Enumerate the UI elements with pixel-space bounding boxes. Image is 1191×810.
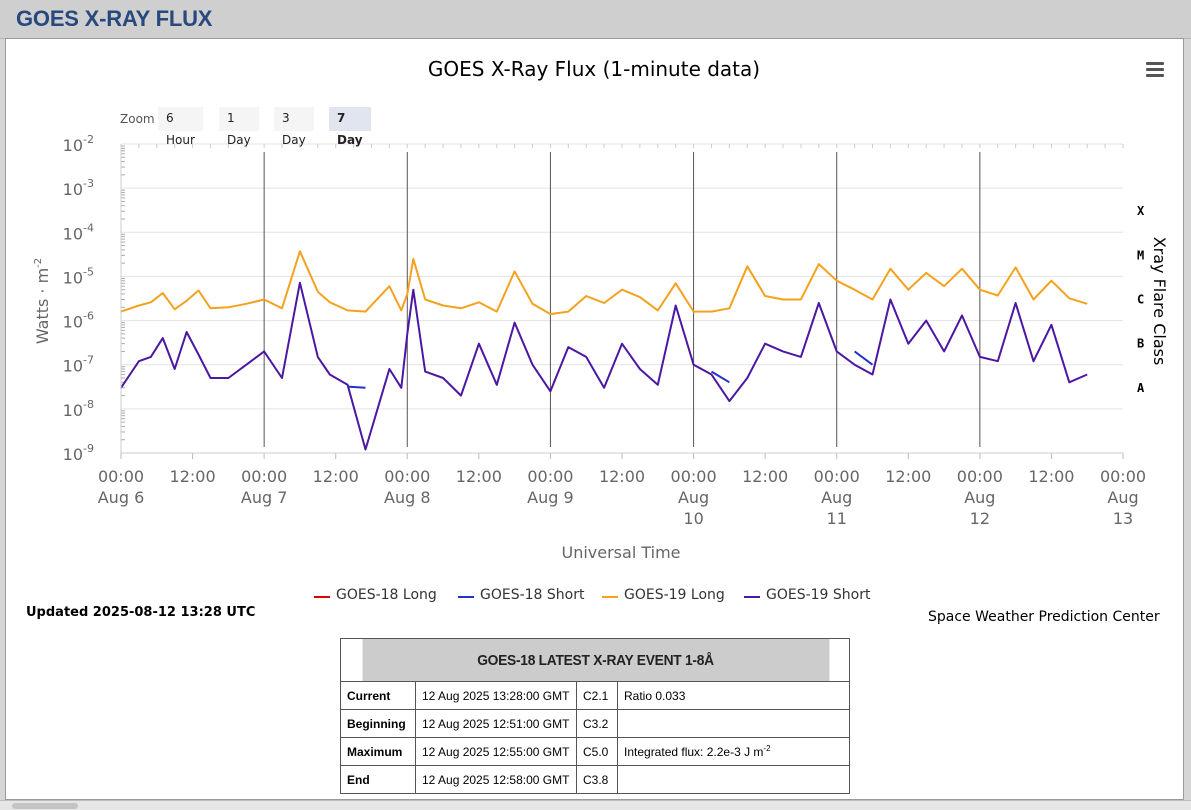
zoom-3-day-button[interactable]: 3 Day: [274, 107, 314, 147]
flare-class-label: A: [1137, 381, 1145, 395]
series-line-goes-19-long: [120, 250, 1088, 316]
page-header: GOES X-RAY FLUX: [0, 0, 1191, 39]
page-title: GOES X-RAY FLUX: [16, 6, 213, 31]
x-date-label: Aug 9: [527, 488, 574, 507]
row-note: Ratio 0.033: [617, 681, 850, 710]
y-tick-label: 10-6: [63, 310, 94, 332]
legend-swatch-goes18-short: [458, 596, 474, 598]
row-label: End: [340, 765, 416, 794]
x-tick-label: 00:00: [957, 467, 1003, 486]
x-date-label: 10: [683, 509, 703, 528]
zoom-6-hour-button[interactable]: 6 Hour: [158, 107, 203, 147]
row-time: 12 Aug 2025 12:51:00 GMT: [415, 709, 577, 738]
x-tick-label: 00:00: [671, 467, 717, 486]
y-axis-label: Watts · m-2: [33, 258, 52, 344]
x-tick-label: 12:00: [313, 467, 359, 486]
row-class: C3.8: [576, 765, 618, 794]
zoom-1-day-button[interactable]: 1 Day: [219, 107, 259, 147]
x-tick-label: 12:00: [1028, 467, 1074, 486]
series-line-goes-19-short: [120, 281, 1088, 451]
series-line-goes-18-short: [347, 350, 874, 389]
scrollbar-thumb[interactable]: [12, 803, 78, 809]
flare-class-label: B: [1137, 337, 1144, 351]
y-tick-label: 10-9: [63, 442, 94, 464]
xray-flux-chart: GOES X-Ray Flux (1-minute data) 10-2 10-3…: [33, 57, 1169, 562]
event-table-title: GOES-18 LATEST X-RAY EVENT 1-8Å: [360, 638, 830, 682]
x-tick-label: 12:00: [599, 467, 645, 486]
chart-menu-icon[interactable]: [1142, 59, 1168, 81]
row-class: C2.1: [576, 681, 618, 710]
chart-title: GOES X-Ray Flux (1-minute data): [428, 57, 760, 81]
x-tick-label: 12:00: [456, 467, 502, 486]
table-row: Beginning 12 Aug 2025 12:51:00 GMT C3.2: [340, 709, 850, 738]
row-time: 12 Aug 2025 13:28:00 GMT: [415, 681, 577, 710]
x-date-label: Aug: [1107, 488, 1138, 507]
x-tick-label: 00:00: [98, 467, 144, 486]
y-tick-label: 10-4: [63, 221, 94, 243]
table-row: Maximum 12 Aug 2025 12:55:00 GMT C5.0 In…: [340, 737, 850, 766]
horizontal-scrollbar[interactable]: [0, 800, 1191, 810]
row-class: C5.0: [576, 737, 618, 766]
y-tick-label: 10-8: [63, 398, 94, 420]
legend-swatch-goes19-long: [602, 596, 618, 598]
x-date-label: 11: [827, 509, 847, 528]
x-date-label: Aug: [678, 488, 709, 507]
row-note: Integrated flux: 2.2e-3 J m-2: [617, 737, 850, 766]
x-date-label: Aug: [964, 488, 995, 507]
y-tick-label: 10-3: [63, 177, 94, 199]
y-tick-label: 10-7: [63, 354, 94, 376]
x-tick-label: 12:00: [742, 467, 788, 486]
x-tick-label: 12:00: [885, 467, 931, 486]
x-date-label: Aug 8: [384, 488, 431, 507]
credit-text: Space Weather Prediction Center: [928, 609, 1160, 625]
zoom-label: Zoom: [120, 112, 155, 126]
plot-area: [121, 144, 1123, 453]
x-tick-label: 12:00: [170, 467, 216, 486]
x-tick-label: 00:00: [527, 467, 573, 486]
flare-class-label: X: [1137, 204, 1145, 218]
row-note: [617, 709, 850, 738]
x-date-label: 13: [1113, 509, 1133, 528]
row-label: Maximum: [340, 737, 416, 766]
row-class: C3.2: [576, 709, 618, 738]
x-date-label: Aug 6: [98, 488, 145, 507]
table-row: End 12 Aug 2025 12:58:00 GMT C3.8: [340, 765, 850, 794]
legend-swatch-goes19-short: [744, 596, 760, 598]
x-date-label: Aug: [821, 488, 852, 507]
x-tick-label: 00:00: [384, 467, 430, 486]
y-tick-label: 10-5: [63, 265, 94, 287]
zoom-7-day-button[interactable]: 7 Day: [329, 107, 371, 147]
legend-swatch-goes18-long: [314, 596, 330, 598]
x-tick-label: 00:00: [814, 467, 860, 486]
xray-event-table: GOES-18 LATEST X-RAY EVENT 1-8Å Current …: [340, 638, 850, 794]
row-label: Beginning: [340, 709, 416, 738]
y-tick-label: 10-2: [63, 133, 94, 155]
x-date-label: Aug 7: [241, 488, 288, 507]
updated-timestamp: Updated 2025-08-12 13:28 UTC: [26, 605, 256, 620]
chart-panel: GOES X-Ray Flux (1-minute data) 10-2 10-3…: [5, 38, 1184, 800]
x-tick-label: 00:00: [1100, 467, 1146, 486]
row-label: Current: [340, 681, 416, 710]
table-row: Current 12 Aug 2025 13:28:00 GMT C2.1 Ra…: [340, 681, 850, 710]
row-time: 12 Aug 2025 12:58:00 GMT: [415, 765, 577, 794]
x-date-label: 12: [970, 509, 990, 528]
x-axis-label: Universal Time: [561, 543, 680, 562]
flare-class-label: M: [1137, 248, 1144, 262]
right-axis-label: Xray Flare Class: [1150, 237, 1169, 366]
row-time: 12 Aug 2025 12:55:00 GMT: [415, 737, 577, 766]
row-note: [617, 765, 850, 794]
x-tick-label: 00:00: [241, 467, 287, 486]
flare-class-label: C: [1137, 293, 1144, 307]
